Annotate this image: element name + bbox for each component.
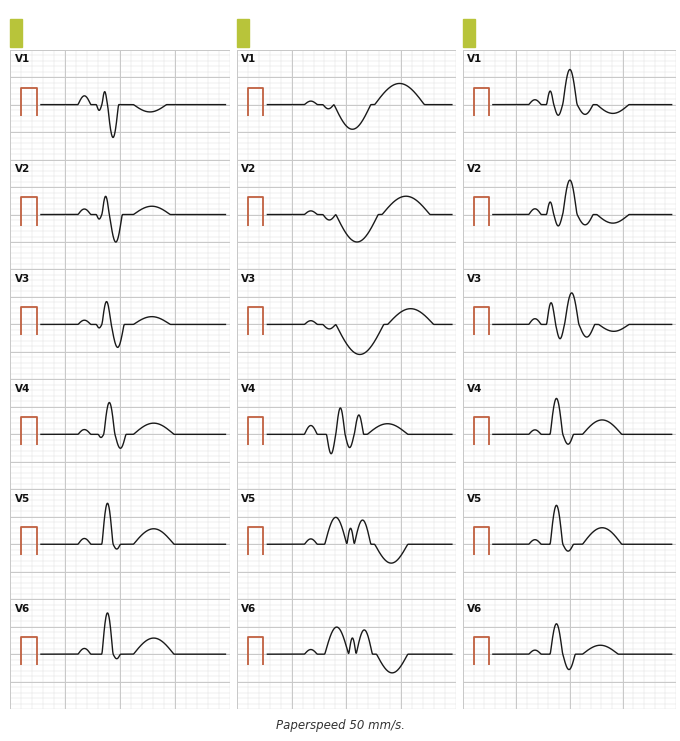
Text: V1: V1 xyxy=(14,54,30,64)
Text: V5: V5 xyxy=(241,494,256,504)
Text: Normal conduction: Normal conduction xyxy=(30,27,135,38)
Text: V2: V2 xyxy=(14,164,30,174)
Text: V5: V5 xyxy=(14,494,30,504)
Text: V6: V6 xyxy=(241,604,256,614)
Text: V1: V1 xyxy=(467,54,483,64)
Text: Left bundle branch block: Left bundle branch block xyxy=(256,27,394,38)
Text: V4: V4 xyxy=(14,384,30,393)
Text: V1: V1 xyxy=(241,54,256,64)
Bar xyxy=(10,19,22,47)
Text: V4: V4 xyxy=(467,384,483,393)
Text: V2: V2 xyxy=(467,164,483,174)
Bar xyxy=(237,19,249,47)
Text: Right bundle branch block: Right bundle branch block xyxy=(482,27,629,38)
Text: V3: V3 xyxy=(241,274,256,284)
Bar xyxy=(463,19,475,47)
Text: V4: V4 xyxy=(241,384,256,393)
Text: Paperspeed 50 mm/s.: Paperspeed 50 mm/s. xyxy=(275,719,405,732)
Text: V6: V6 xyxy=(467,604,483,614)
Text: V3: V3 xyxy=(467,274,483,284)
Text: V5: V5 xyxy=(467,494,483,504)
Text: V3: V3 xyxy=(14,274,30,284)
Text: V6: V6 xyxy=(14,604,30,614)
Text: V2: V2 xyxy=(241,164,256,174)
